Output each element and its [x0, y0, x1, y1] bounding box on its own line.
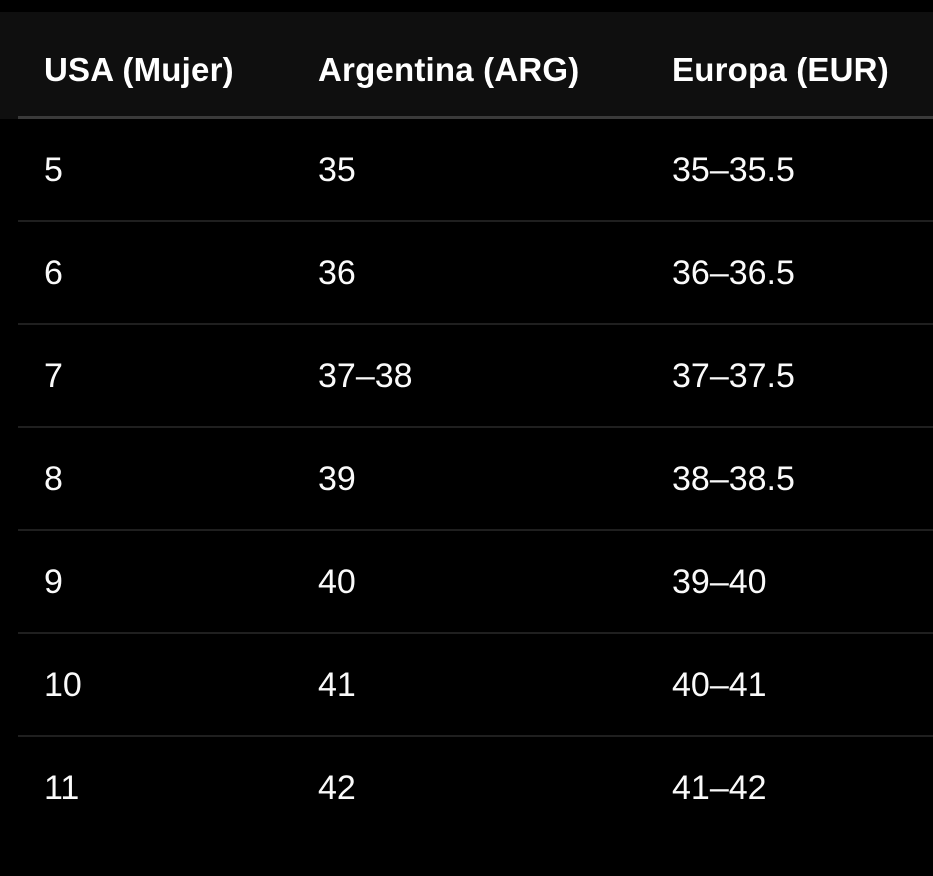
cell-argentina: 37–38: [318, 357, 413, 395]
table-row: 8 39 38–38.5: [0, 428, 933, 531]
table-row: 5 35 35–35.5: [0, 119, 933, 222]
table-row: 7 37–38 37–37.5: [0, 325, 933, 428]
cell-usa: 6: [44, 254, 63, 292]
cell-usa: 5: [44, 151, 63, 189]
table-row: 6 36 36–36.5: [0, 222, 933, 325]
table-header-row: USA (Mujer) Argentina (ARG) Europa (EUR): [0, 0, 933, 119]
table-row: 11 42 41–42: [0, 737, 933, 840]
cell-europa: 38–38.5: [672, 460, 795, 498]
table-row: 9 40 39–40: [0, 531, 933, 634]
cell-europa: 41–42: [672, 769, 767, 807]
cell-europa: 37–37.5: [672, 357, 795, 395]
column-header-usa-mujer: USA (Mujer): [44, 50, 234, 88]
cell-argentina: 39: [318, 460, 356, 498]
table-row: 10 41 40–41: [0, 634, 933, 737]
cell-argentina: 42: [318, 769, 356, 807]
column-header-argentina-arg: Argentina (ARG): [318, 50, 580, 88]
cell-usa: 10: [44, 666, 82, 704]
cell-usa: 8: [44, 460, 63, 498]
cell-argentina: 41: [318, 666, 356, 704]
cell-argentina: 36: [318, 254, 356, 292]
cell-europa: 40–41: [672, 666, 767, 704]
cell-europa: 35–35.5: [672, 151, 795, 189]
cell-argentina: 40: [318, 563, 356, 601]
cell-usa: 7: [44, 357, 63, 395]
cell-argentina: 35: [318, 151, 356, 189]
column-header-europa-eur: Europa (EUR): [672, 50, 889, 88]
cell-europa: 39–40: [672, 563, 767, 601]
cell-europa: 36–36.5: [672, 254, 795, 292]
cell-usa: 11: [44, 769, 80, 807]
cell-usa: 9: [44, 563, 63, 601]
